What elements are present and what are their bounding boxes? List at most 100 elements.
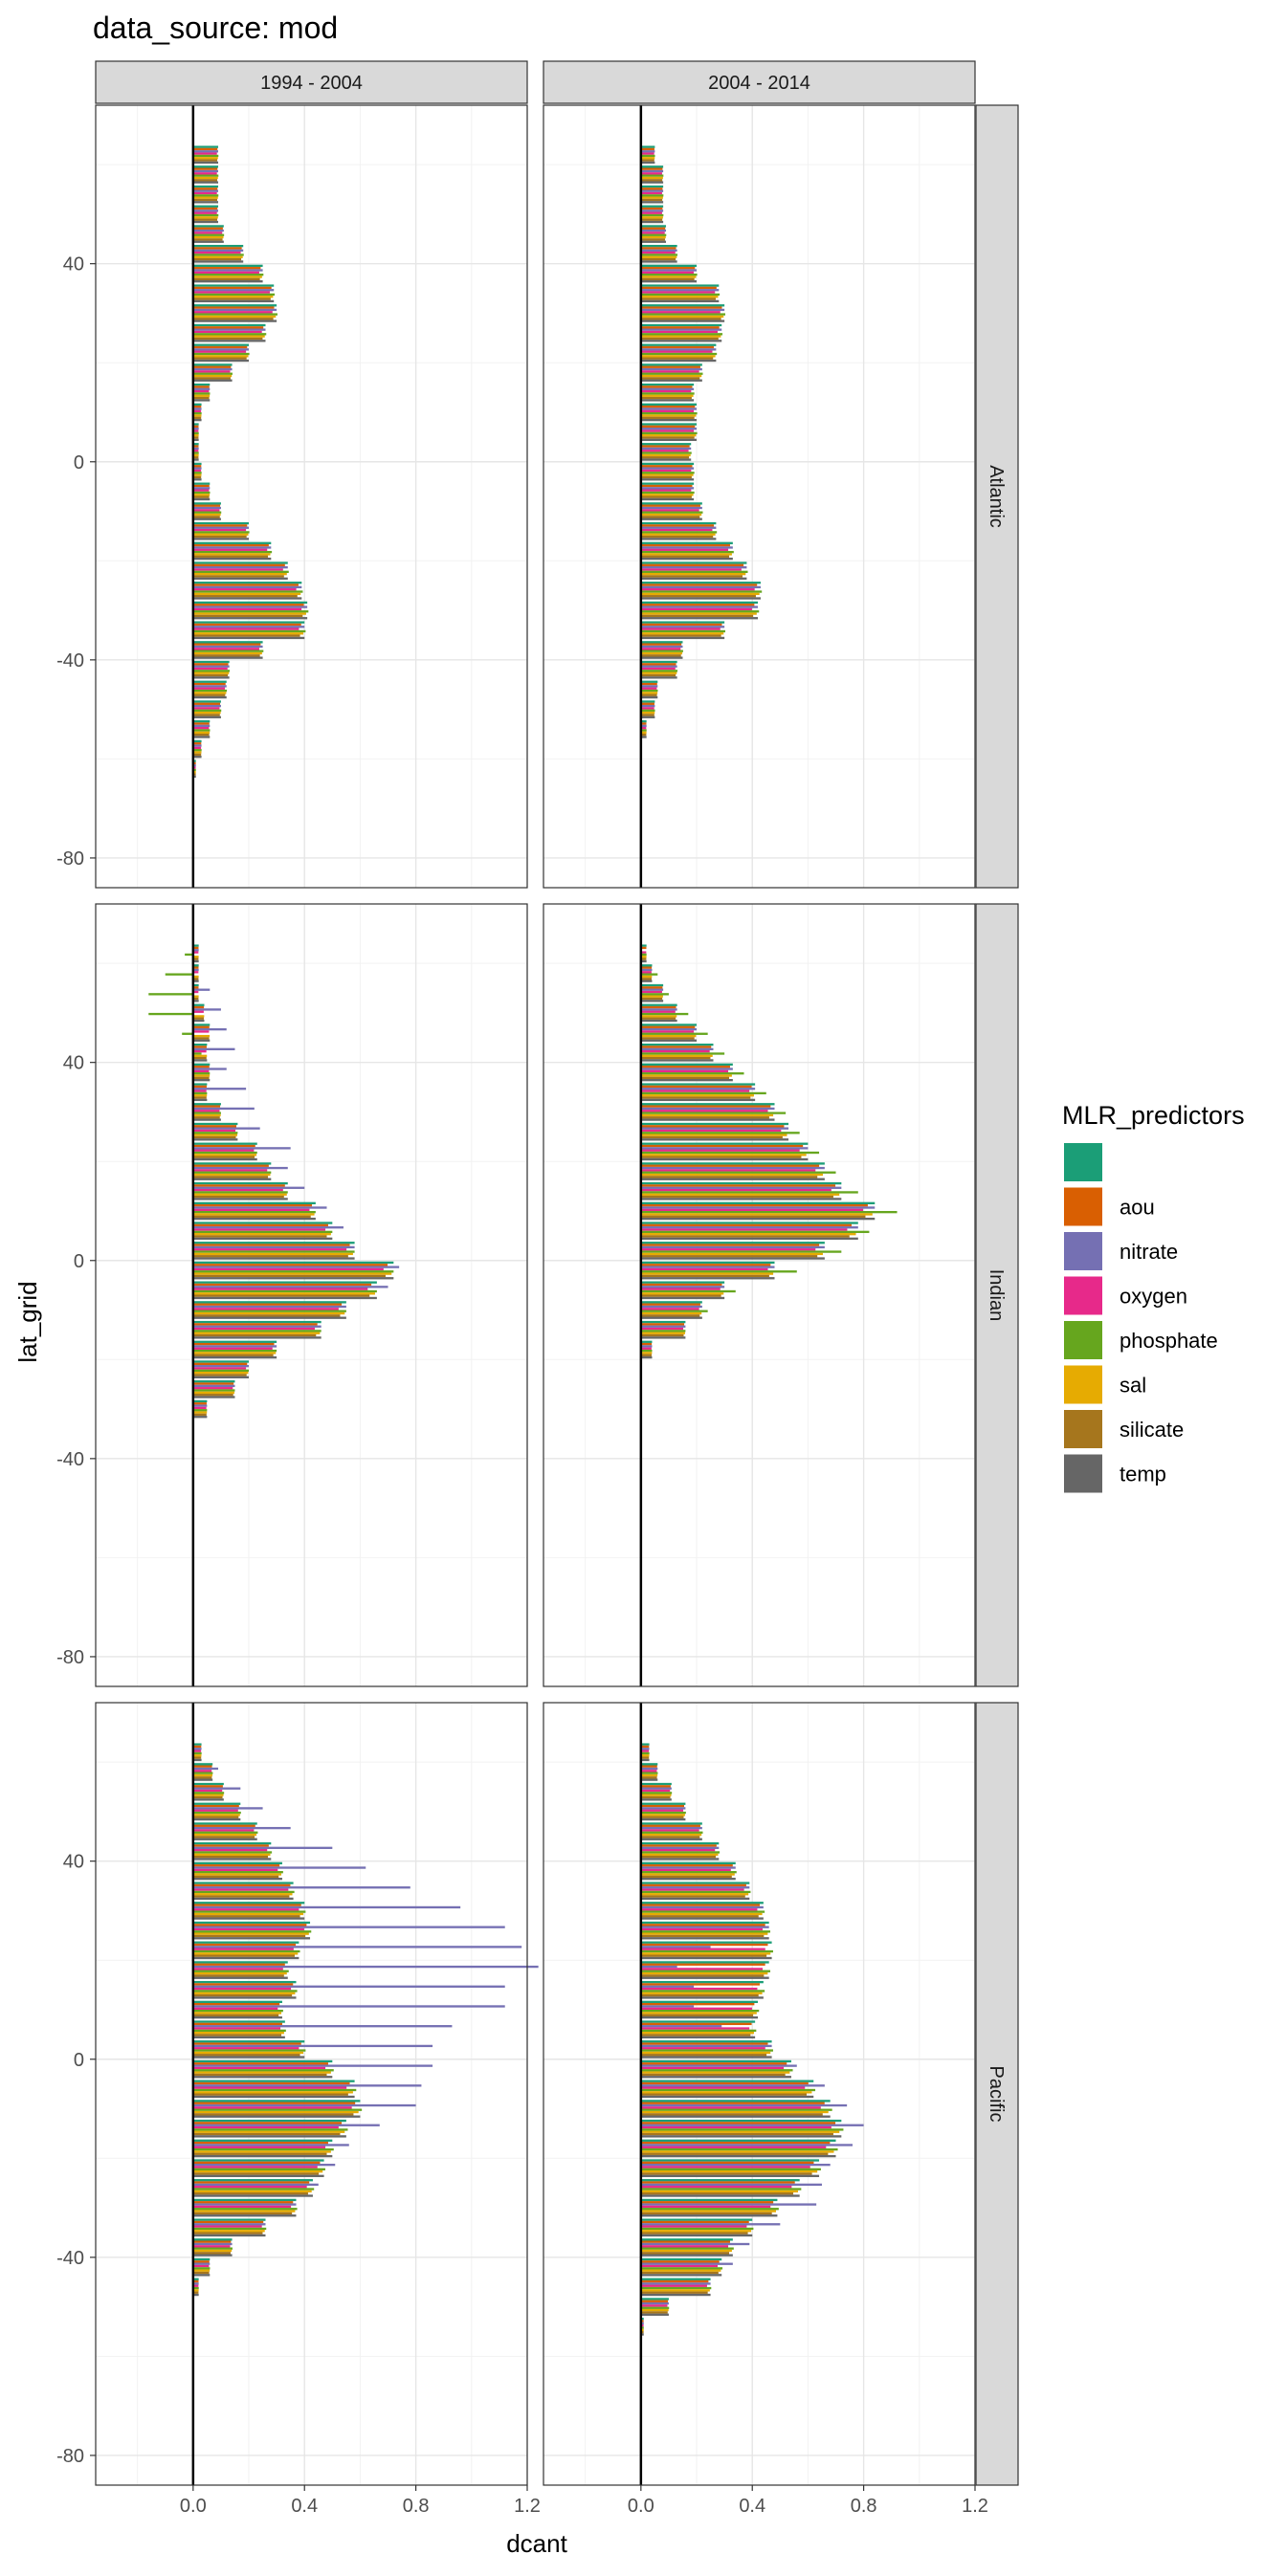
bar-nitrate-lat--18	[192, 2144, 349, 2147]
bar-oxygen-lat-38	[192, 1868, 278, 1872]
bar-unlabeled-lat--30	[192, 1399, 208, 1403]
bar-phosphate-lat-6	[192, 2029, 286, 2033]
bar-sal-lat-50	[192, 1814, 240, 1816]
bar-silicate-lat--30	[192, 2212, 293, 2215]
bar-sal-lat-50	[192, 216, 218, 219]
bar-temp-lat--38	[192, 2254, 233, 2257]
bar-silicate-lat-38	[192, 1076, 210, 1080]
bar-nitrate-lat-38	[192, 1068, 227, 1070]
bar-sal-lat--22	[192, 2169, 323, 2173]
bar-aou-lat--6	[640, 484, 693, 488]
bar-sal-lat--2	[640, 473, 694, 476]
bar-phosphate-lat--30	[192, 2208, 298, 2211]
bar-phosphate-lat--26	[192, 2188, 315, 2191]
bar-temp-lat-62	[192, 959, 199, 963]
bar-phosphate-lat-54	[640, 1792, 673, 1794]
y-tick-label: -80	[56, 2446, 84, 2467]
bar-oxygen-lat--18	[640, 1347, 652, 1350]
bar-silicate-lat--22	[192, 2172, 320, 2175]
bar-nitrate-lat-14	[640, 1186, 842, 1189]
bar-temp-lat-38	[192, 1878, 282, 1881]
bar-aou-lat-18	[192, 1164, 269, 1167]
bar-temp-lat-58	[192, 1778, 213, 1781]
bar-temp-lat--14	[640, 1336, 686, 1339]
bar-phosphate-lat-14	[640, 392, 695, 395]
bar-nitrate-lat-6	[192, 428, 199, 430]
bar-aou-lat--26	[192, 583, 299, 586]
bar-aou-lat-14	[192, 1184, 285, 1187]
bar-sal-lat--26	[640, 592, 760, 596]
bar-temp-lat--6	[192, 2095, 355, 2099]
bar-unlabeled-lat--22	[192, 2159, 324, 2162]
bar-unlabeled-lat--2	[640, 2059, 791, 2063]
bar-oxygen-lat-26	[640, 330, 719, 334]
bar-oxygen-lat--6	[192, 2086, 347, 2089]
bar-nitrate-lat--30	[192, 2203, 297, 2206]
bar-oxygen-lat-46	[192, 1829, 255, 1832]
bar-silicate-lat-14	[192, 396, 210, 400]
bar-oxygen-lat-46	[640, 231, 665, 234]
bar-unlabeled-lat-30	[192, 1103, 221, 1106]
bar-sal-lat--6	[192, 1292, 375, 1295]
bar-aou-lat-46	[192, 1824, 255, 1827]
bar-sal-lat--38	[640, 651, 683, 655]
legend-swatch	[1064, 1454, 1102, 1493]
bar-oxygen-lat--2	[192, 1267, 384, 1271]
bar-silicate-lat-34	[640, 1895, 745, 1898]
bar-silicate-lat-42	[192, 1056, 207, 1060]
bar-sal-lat--22	[192, 572, 287, 576]
bar-temp-lat-62	[640, 1758, 650, 1762]
bar-phosphate-lat--14	[192, 531, 250, 534]
bar-phosphate-lat--30	[640, 2208, 779, 2211]
bar-sal-lat--34	[192, 2230, 265, 2233]
bar-phosphate-lat--18	[192, 550, 273, 554]
bar-oxygen-lat--18	[640, 548, 729, 551]
bar-aou-lat-38	[640, 267, 696, 270]
bar-unlabeled-lat--46	[640, 680, 658, 683]
bar-temp-lat-10	[192, 418, 202, 422]
bar-unlabeled-lat-50	[640, 205, 664, 208]
bar-oxygen-lat-42	[640, 1848, 716, 1852]
bar-oxygen-lat-14	[192, 389, 210, 393]
bar-sal-lat--30	[640, 612, 757, 615]
bar-temp-lat-54	[640, 1798, 672, 1801]
bar-oxygen-lat-26	[640, 1927, 763, 1931]
bar-nitrate-lat--30	[192, 1404, 208, 1407]
bar-temp-lat--46	[192, 2293, 199, 2297]
bar-temp-lat-18	[192, 1178, 272, 1180]
bar-silicate-lat--54	[192, 733, 210, 737]
bar-temp-lat--54	[192, 736, 211, 738]
bar-aou-lat-14	[192, 385, 210, 388]
bar-unlabeled-lat-46	[192, 225, 224, 228]
bar-temp-lat-58	[640, 1778, 658, 1781]
bar-silicate-lat-26	[640, 337, 719, 341]
bar-phosphate-lat-22	[192, 1151, 257, 1155]
bar-aou-lat-26	[192, 1125, 236, 1128]
bar-aou-lat-62	[192, 946, 199, 950]
bar-phosphate-lat--2	[192, 2069, 334, 2072]
bar-oxygen-lat--22	[192, 2166, 318, 2169]
bar-nitrate-lat--14	[640, 2124, 864, 2126]
bar-phosphate-lat--46	[640, 2286, 712, 2290]
bar-silicate-lat-54	[192, 198, 217, 202]
bar-nitrate-lat--54	[640, 2322, 644, 2324]
chart-title: data_source: mod	[93, 11, 338, 45]
bar-aou-lat--10	[640, 1303, 700, 1306]
bar-unlabeled-lat--10	[192, 502, 221, 505]
bar-aou-lat--10	[192, 504, 221, 507]
bar-silicate-lat--10	[192, 2113, 354, 2116]
bar-temp-lat--2	[640, 2076, 791, 2079]
bar-sal-lat-42	[192, 1853, 271, 1856]
bar-unlabeled-lat--10	[640, 502, 702, 505]
bar-unlabeled-lat-14	[192, 1980, 297, 1984]
bar-unlabeled-lat-2	[640, 1242, 825, 1244]
bar-silicate-lat-6	[192, 2034, 282, 2037]
bar-temp-lat--2	[192, 1277, 394, 1280]
bar-unlabeled-lat-18	[192, 1961, 288, 1964]
bar-phosphate-lat-42	[192, 253, 244, 256]
bar-oxygen-lat--10	[192, 509, 220, 512]
bar-nitrate-lat-50	[192, 1008, 221, 1011]
bar-silicate-lat-18	[640, 1974, 765, 1977]
bar-sal-lat--2	[192, 2071, 331, 2074]
